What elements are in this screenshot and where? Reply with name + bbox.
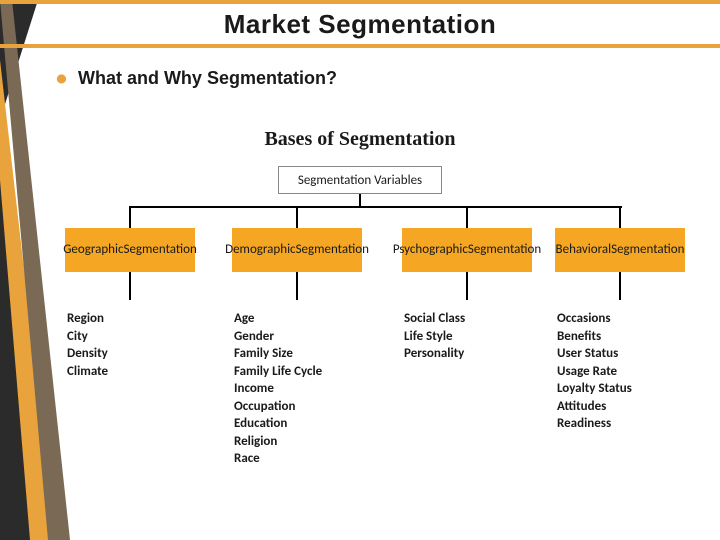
list-item: Life Style [404,328,544,346]
list-item: Density [67,345,207,363]
category-items: OccasionsBenefitsUser StatusUsage RateLo… [557,310,697,433]
list-item: Income [234,380,374,398]
list-item: Age [234,310,374,328]
connector-leg [619,272,621,300]
list-item: Attitudes [557,398,697,416]
category-box: DemographicSegmentation [232,228,362,272]
connector-leg [466,272,468,300]
list-item: Family Size [234,345,374,363]
list-item: Race [234,450,374,468]
connector-stub [359,194,361,206]
category-box: GeographicSegmentation [65,228,195,272]
slide-title-bar: Market Segmentation [0,0,720,48]
list-item: Readiness [557,415,697,433]
list-item: User Status [557,345,697,363]
bullet-row: • What and Why Segmentation? [55,68,337,89]
connector-leg [296,272,298,300]
root-box: Segmentation Variables [278,166,442,194]
root-label: Segmentation Variables [298,173,422,188]
connector-drop [129,206,131,228]
connector-drop [466,206,468,228]
list-item: Family Life Cycle [234,363,374,381]
slide-title: Market Segmentation [224,9,496,40]
list-item: Loyalty Status [557,380,697,398]
list-item: Benefits [557,328,697,346]
list-item: Usage Rate [557,363,697,381]
list-item: Occupation [234,398,374,416]
bullet-text: What and Why Segmentation? [78,68,337,89]
category-items: AgeGenderFamily SizeFamily Life CycleInc… [234,310,374,468]
list-item: Region [67,310,207,328]
section-title: Bases of Segmentation [0,128,720,151]
list-item: Climate [67,363,207,381]
category-box: PsychographicSegmentation [402,228,532,272]
list-item: Occasions [557,310,697,328]
connector-drop [619,206,621,228]
list-item: Social Class [404,310,544,328]
category-items: RegionCityDensityClimate [67,310,207,380]
list-item: Gender [234,328,374,346]
category-items: Social ClassLife StylePersonality [404,310,544,363]
connector-drop [296,206,298,228]
bullet-dot-icon: • [55,68,68,86]
list-item: Religion [234,433,374,451]
category-box: BehavioralSegmentation [555,228,685,272]
connector-leg [129,272,131,300]
list-item: Personality [404,345,544,363]
list-item: City [67,328,207,346]
list-item: Education [234,415,374,433]
connector-hline [130,206,622,208]
